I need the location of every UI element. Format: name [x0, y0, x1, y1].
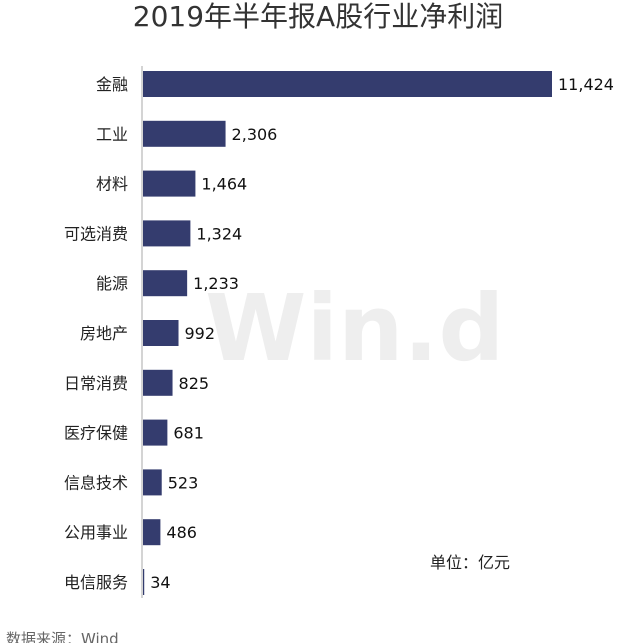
category-label: 医疗保健 — [64, 424, 128, 443]
value-label: 1,233 — [193, 274, 239, 293]
category-label: 可选消费 — [64, 224, 128, 243]
value-label: 825 — [179, 374, 210, 393]
category-label: 公用事业 — [64, 523, 128, 542]
bar — [143, 220, 191, 247]
value-label: 681 — [173, 424, 204, 443]
bar — [143, 170, 196, 197]
bars-group: 金融 11,424 工业 2,306 材料 1,464 可选消费 1,324 能源 1,233 房地… — [64, 71, 614, 595]
category-label: 金融 — [96, 75, 128, 94]
bar — [143, 469, 162, 496]
value-label: 992 — [185, 324, 216, 343]
value-label: 11,424 — [558, 75, 614, 94]
value-label: 34 — [150, 573, 170, 592]
bar — [143, 369, 173, 396]
bar — [143, 120, 226, 147]
value-label: 486 — [166, 523, 197, 542]
bar — [143, 569, 145, 595]
category-label: 信息技术 — [64, 473, 128, 492]
bar — [143, 320, 179, 346]
source-label: 数据来源：Wind — [6, 630, 119, 643]
category-label: 能源 — [96, 274, 128, 293]
watermark: Win.d — [205, 275, 504, 382]
value-label: 1,464 — [201, 175, 247, 194]
category-label: 日常消费 — [64, 374, 128, 393]
bar — [143, 419, 168, 446]
unit-label: 单位：亿元 — [430, 553, 510, 572]
category-label: 工业 — [96, 125, 128, 144]
category-label: 电信服务 — [64, 573, 128, 592]
bar — [143, 519, 161, 546]
value-label: 2,306 — [232, 125, 278, 144]
value-label: 523 — [168, 473, 199, 492]
chart-title: 2019年半年报A股行业净利润 — [133, 0, 503, 33]
bar — [143, 270, 188, 297]
category-label: 房地产 — [80, 324, 128, 343]
category-label: 材料 — [96, 175, 128, 194]
bar — [143, 71, 552, 97]
value-label: 1,324 — [196, 224, 242, 243]
